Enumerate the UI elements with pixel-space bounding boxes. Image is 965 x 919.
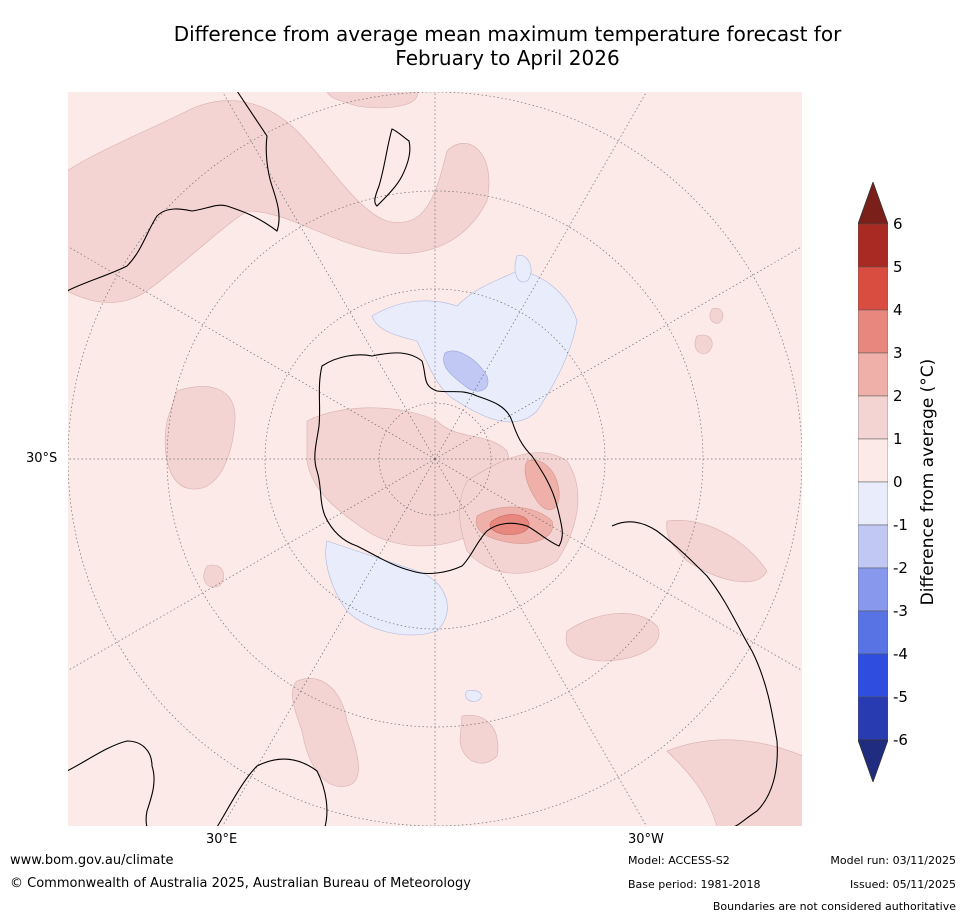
colorbar-tick-label: -2	[893, 559, 908, 577]
lon-label-30w: 30°W	[628, 832, 664, 847]
colorbar-over-arrow	[858, 182, 888, 225]
colorbar-tick-label: 4	[893, 301, 903, 319]
anomaly-negative-0-1	[325, 254, 578, 702]
colorbar-tick-label: 2	[893, 387, 903, 405]
colorbar-segment	[858, 309, 888, 354]
footer-base-period: Base period: 1981-2018	[628, 878, 761, 891]
title-line-2: February to April 2026	[395, 46, 620, 70]
antarctica-coastline	[314, 352, 563, 575]
anomaly-region-small-1	[203, 564, 224, 588]
colorbar-label: Difference from average (°C)	[918, 358, 938, 606]
footer-model-run: Model run: 03/11/2025	[830, 854, 956, 867]
colorbar-segment	[858, 481, 888, 526]
colorbar-tick-label: -4	[893, 645, 908, 663]
africa-coastline	[67, 740, 155, 827]
colorbar-segment	[858, 352, 888, 397]
meridian-120w	[434, 245, 803, 460]
colorbar	[858, 182, 888, 782]
anomaly-region-small-2	[459, 714, 499, 764]
footer-website[interactable]: www.bom.gov.au/climate	[10, 853, 174, 868]
meridian-120e	[67, 245, 436, 460]
colorbar-segment	[858, 610, 888, 655]
anomaly-region-top	[326, 91, 418, 109]
meridian-60w	[434, 458, 803, 672]
anomaly-region-small-4	[694, 334, 713, 354]
coastlines	[67, 91, 778, 827]
colorbar-segments	[858, 223, 888, 741]
colorbar-segment	[858, 266, 888, 311]
map-title: Difference from average mean maximum tem…	[60, 22, 955, 70]
colorbar-tick-label: 0	[893, 473, 903, 491]
anomaly-region-ross-sea	[371, 270, 578, 423]
anomaly-region-indian-ocean	[292, 678, 359, 787]
australia-coastline	[67, 91, 280, 292]
meridian-150e	[221, 91, 436, 460]
footer-copyright: © Commonwealth of Australia 2025, Austra…	[10, 876, 471, 891]
footer-model: Model: ACCESS-S2	[628, 854, 730, 867]
anomaly-region-south-atlantic	[565, 612, 660, 662]
colorbar-tick-label: -5	[893, 688, 908, 706]
lat-circle-60s	[264, 288, 606, 630]
anomaly-region-andes	[666, 520, 768, 583]
lon-label-30e: 30°E	[206, 832, 238, 847]
anomaly-region-ross-sea-2	[514, 254, 532, 283]
anomaly-region-small-3	[666, 739, 803, 827]
footer-disclaimer: Boundaries are not considered authoritat…	[712, 900, 956, 913]
anomaly-region-small-5	[709, 307, 724, 324]
meridian-30e	[221, 458, 436, 827]
colorbar-tick-label: -6	[893, 731, 908, 749]
colorbar-segment	[858, 524, 888, 569]
meridian-30w	[434, 458, 648, 827]
anomaly-region-peninsula-north	[524, 459, 560, 510]
colorbar-tick-label: -3	[893, 602, 908, 620]
colorbar-segment	[858, 395, 888, 440]
colorbar-segment	[858, 653, 888, 698]
south-america-coastline	[611, 521, 778, 827]
footer-issued: Issued: 05/11/2025	[849, 878, 956, 891]
africa-coastline-2	[216, 758, 328, 827]
new-zealand-coastline	[374, 128, 411, 207]
anomaly-region-amundsen	[443, 350, 489, 392]
colorbar-segment	[858, 696, 888, 741]
title-line-1: Difference from average mean maximum tem…	[173, 22, 842, 46]
colorbar-segment	[858, 438, 888, 483]
anomaly-region-small-6	[465, 690, 482, 702]
meridian-60e	[67, 458, 436, 672]
meridian-150w	[434, 91, 648, 460]
colorbar-under-arrow	[858, 739, 888, 782]
colorbar-tick-label: -1	[893, 516, 908, 534]
colorbar-tick-label: 1	[893, 430, 903, 448]
anomaly-region-weddell-sea	[325, 540, 448, 636]
map-frame	[67, 91, 803, 827]
anomaly-region-se-pacific	[67, 100, 490, 303]
colorbar-segment	[858, 567, 888, 612]
polar-map	[67, 91, 803, 827]
graticule	[67, 91, 803, 827]
colorbar-tick-label: 5	[893, 258, 903, 276]
colorbar-segment	[858, 223, 888, 268]
colorbar-tick-label: 3	[893, 344, 903, 362]
anomaly-negative-1-2	[443, 350, 489, 392]
lat-label-30s: 30°S	[26, 451, 58, 466]
colorbar-tick-label: 6	[893, 215, 903, 233]
